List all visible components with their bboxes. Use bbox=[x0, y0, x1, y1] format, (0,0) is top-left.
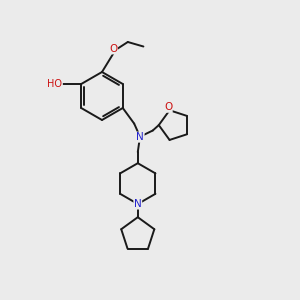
Text: N: N bbox=[136, 132, 144, 142]
Text: O: O bbox=[164, 102, 172, 112]
Text: O: O bbox=[109, 44, 118, 54]
Text: HO: HO bbox=[47, 79, 62, 89]
Text: N: N bbox=[134, 199, 142, 209]
